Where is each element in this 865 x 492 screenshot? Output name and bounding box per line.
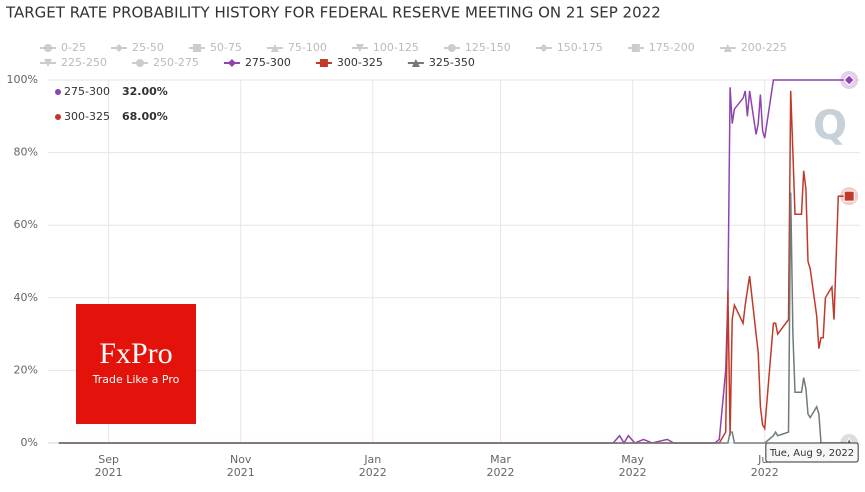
x-tick-label: Nov 2021 bbox=[227, 453, 255, 479]
y-tick-label: 0% bbox=[21, 436, 38, 449]
legend-item[interactable]: 200-225 bbox=[719, 41, 787, 54]
legend-label: 175-200 bbox=[649, 41, 695, 54]
legend-label: 125-150 bbox=[465, 41, 511, 54]
marker bbox=[319, 59, 328, 67]
tooltip-box bbox=[765, 442, 859, 463]
grid: 0% 20% 40% 60% 80% 100% Sep 2021 Nov 2021 Jan 2022 M… bbox=[7, 73, 860, 479]
tooltip-dot bbox=[55, 89, 61, 95]
marker bbox=[270, 44, 279, 52]
marker bbox=[411, 59, 420, 67]
chart-title: TARGET RATE PROBABILITY HISTORY FOR FEDE… bbox=[5, 4, 661, 22]
legend-label: 100-125 bbox=[373, 41, 419, 54]
legend-item[interactable]: 325-350 bbox=[407, 56, 475, 69]
legend-item[interactable]: 150-175 bbox=[535, 41, 603, 54]
legend-item[interactable]: 0-25 bbox=[40, 41, 86, 54]
y-tick-label: 40% bbox=[14, 291, 38, 304]
marker bbox=[44, 44, 52, 52]
plot bbox=[58, 71, 859, 452]
legend: 0-25 25-50 50-75 75-100 100-125 125-150 150-17… bbox=[40, 41, 787, 69]
legend-label: 50-75 bbox=[210, 41, 242, 54]
legend-label: 150-175 bbox=[557, 41, 603, 54]
x-tick-label: Jan 2022 bbox=[359, 453, 387, 479]
marker bbox=[723, 44, 732, 52]
marker bbox=[843, 190, 855, 202]
brand-box bbox=[76, 304, 196, 424]
x-tick-label: May 2022 bbox=[619, 453, 647, 479]
legend-item[interactable]: 25-50 bbox=[110, 41, 164, 54]
legend-label: 25-50 bbox=[132, 41, 164, 54]
legend-item[interactable]: 300-325 bbox=[315, 56, 383, 69]
marker bbox=[355, 44, 364, 52]
tooltip-name: 275-300 bbox=[64, 85, 110, 98]
marker bbox=[539, 44, 548, 52]
tooltip-date: Tue, Aug 9, 2022 bbox=[769, 448, 854, 459]
legend-label: 200-225 bbox=[741, 41, 787, 54]
marker bbox=[227, 59, 236, 67]
legend-item[interactable]: 275-300 bbox=[223, 56, 291, 69]
tagline: Trade Like a Pro bbox=[92, 373, 180, 386]
legend-item[interactable]: 100-125 bbox=[351, 41, 419, 54]
legend-item[interactable]: 175-200 bbox=[627, 41, 695, 54]
marker bbox=[843, 74, 855, 86]
x-tick-label: Sep 2021 bbox=[95, 453, 123, 479]
legend-item[interactable]: 125-150 bbox=[443, 41, 511, 54]
legend-label: 325-350 bbox=[429, 56, 475, 69]
y-tick-label: 80% bbox=[14, 146, 38, 159]
series-line bbox=[58, 192, 850, 444]
marker bbox=[114, 44, 123, 52]
marker bbox=[135, 59, 144, 67]
marker bbox=[192, 44, 201, 52]
tooltip: 275-300 32.00% 300-325 68.00% Tue, Aug 9, 20… bbox=[55, 85, 859, 463]
marker bbox=[44, 59, 52, 67]
watermark: FxPro Trade Like a Pro Q bbox=[76, 103, 847, 424]
legend-label: 275-300 bbox=[245, 56, 291, 69]
marker bbox=[447, 44, 456, 52]
legend-item[interactable]: 75-100 bbox=[266, 41, 327, 54]
tooltip-value: 68.00% bbox=[122, 110, 168, 123]
logo: Q bbox=[813, 103, 847, 149]
legend-item[interactable]: 50-75 bbox=[188, 41, 242, 54]
legend-label: 300-325 bbox=[337, 56, 383, 69]
y-tick-label: 20% bbox=[14, 363, 38, 376]
legend-label: 0-25 bbox=[61, 41, 86, 54]
legend-label: 225-250 bbox=[61, 56, 107, 69]
tooltip-value: 32.00% bbox=[122, 85, 168, 98]
legend-item[interactable]: 225-250 bbox=[40, 56, 107, 69]
y-tick-label: 60% bbox=[14, 218, 38, 231]
legend-label: 250-275 bbox=[153, 56, 199, 69]
series-line bbox=[58, 79, 850, 445]
tooltip-dot bbox=[55, 114, 61, 120]
marker bbox=[631, 44, 640, 52]
legend-label: 75-100 bbox=[288, 41, 327, 54]
x-tick-label: Mar 2022 bbox=[487, 453, 515, 479]
tooltip-name: 300-325 bbox=[64, 110, 110, 123]
legend-item[interactable]: 250-275 bbox=[131, 56, 199, 69]
y-tick-label: 100% bbox=[7, 73, 38, 86]
brand: FxPro bbox=[99, 337, 172, 370]
